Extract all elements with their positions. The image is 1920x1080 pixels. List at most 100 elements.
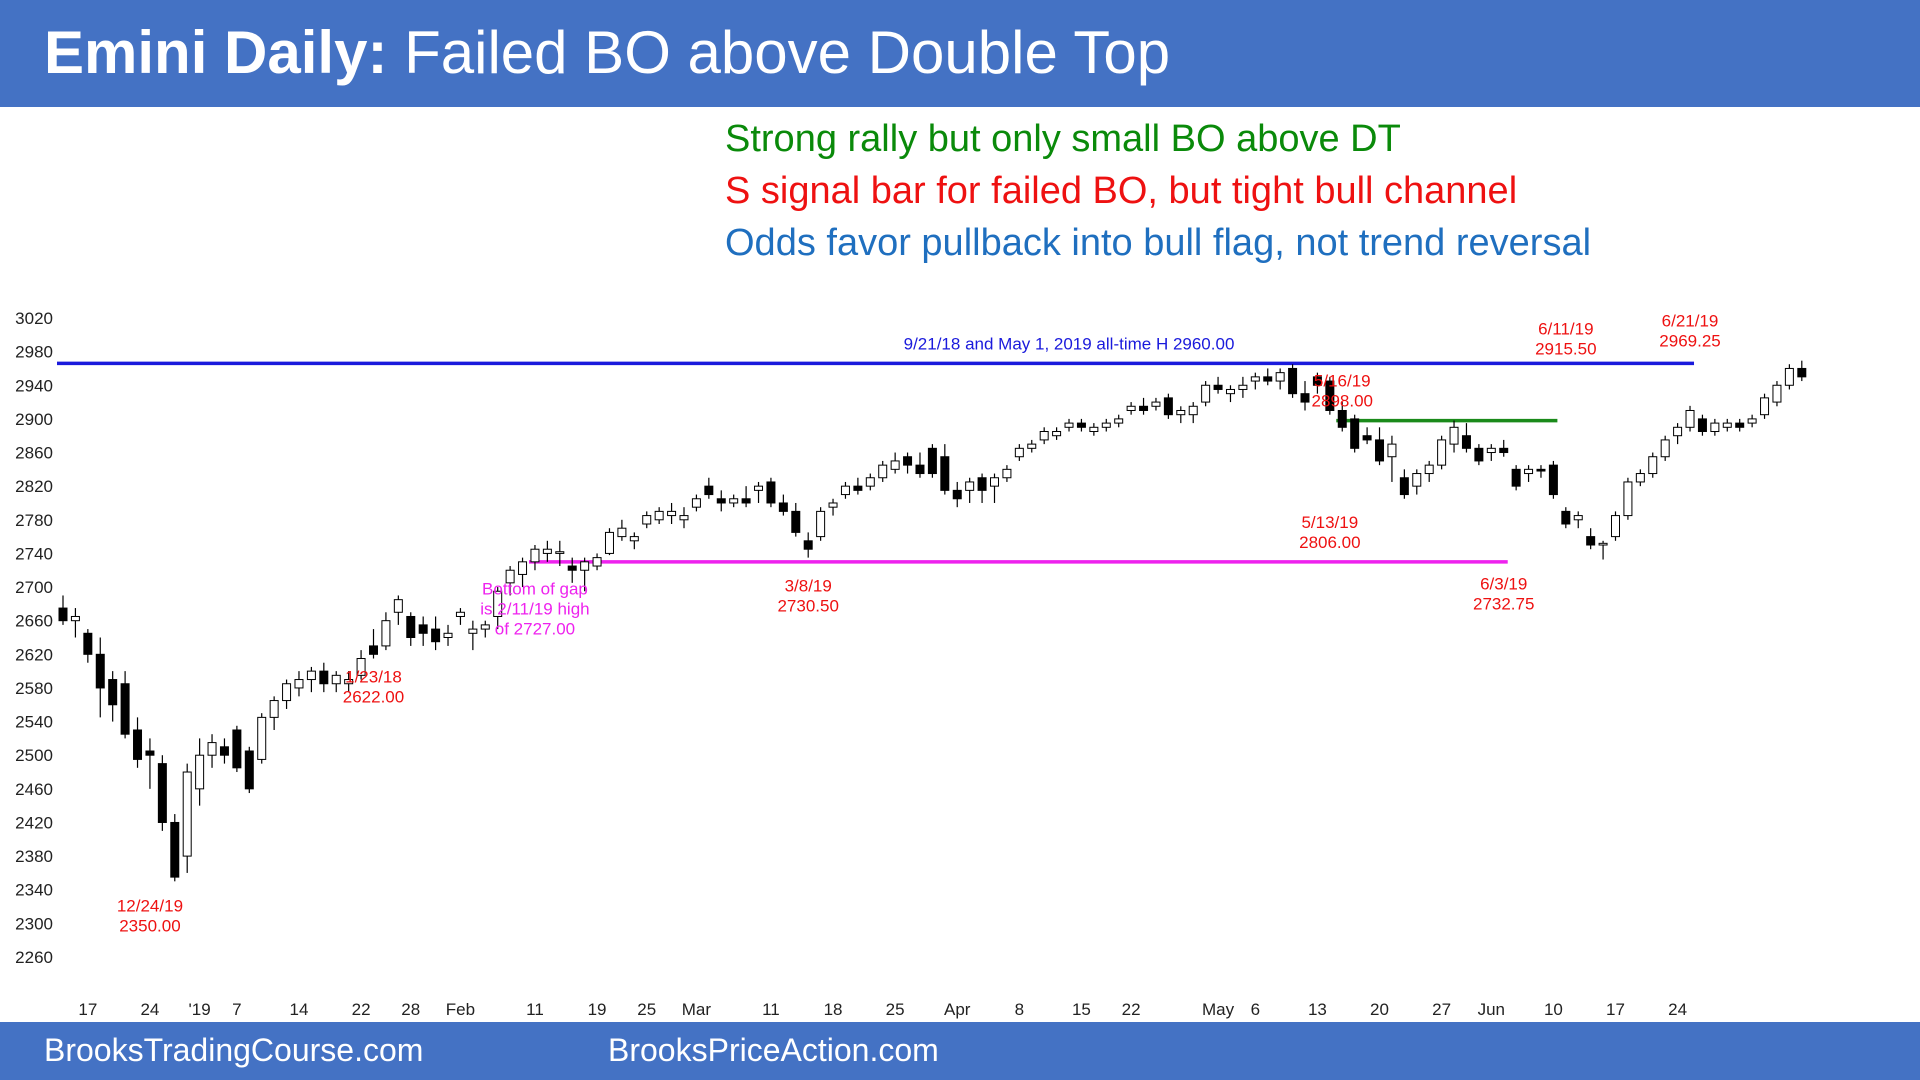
candle-body (1623, 481, 1633, 517)
x-tick-label: Apr (944, 1000, 971, 1019)
x-tick-label: 18 (824, 1000, 843, 1019)
candle-body (195, 754, 205, 790)
note-line-2: S signal bar for failed BO, but tight bu… (725, 170, 1518, 212)
candle-body (704, 485, 714, 496)
candle-body (1449, 426, 1459, 445)
candle-body (493, 590, 503, 617)
candle-body (1064, 422, 1074, 428)
candle-body (1561, 510, 1571, 525)
candle-body (1387, 443, 1397, 458)
candle-body (1747, 418, 1757, 424)
candle-body (133, 729, 143, 760)
candle-body (1089, 426, 1099, 433)
candle-body (369, 645, 378, 655)
candle-body (1797, 367, 1807, 378)
price-annotation: 2806.00 (1299, 533, 1360, 552)
candle-body (319, 670, 329, 685)
candle-body (729, 498, 739, 504)
candle-body (778, 502, 788, 512)
candle-body (1312, 376, 1322, 386)
x-tick-label: 25 (886, 1000, 905, 1019)
candle-body (890, 460, 900, 470)
candle-body (853, 485, 863, 491)
candle-body (1176, 409, 1186, 416)
candle-body (1536, 468, 1546, 472)
candle-body (1772, 384, 1782, 403)
candle-body (1586, 536, 1596, 546)
candle-body (754, 485, 764, 491)
candle-body (1275, 372, 1285, 382)
price-annotation: 2622.00 (343, 688, 404, 707)
x-tick-label: 27 (1432, 1000, 1451, 1019)
candle-body (219, 746, 229, 756)
y-tick-label: 2620 (15, 645, 53, 664)
x-tick-label: 11 (762, 1000, 780, 1019)
x-tick-label: 28 (401, 1000, 420, 1019)
y-tick-label: 2860 (15, 444, 53, 463)
candle-body (393, 599, 403, 613)
candle-body (406, 615, 416, 638)
x-tick-label: 24 (140, 1000, 159, 1019)
candle-body (282, 683, 292, 702)
candle-body (207, 742, 217, 756)
candle-body (1399, 477, 1409, 496)
candle-body (691, 498, 701, 508)
x-tick-label: 14 (290, 1000, 309, 1019)
y-tick-label: 2260 (15, 948, 53, 967)
price-annotation: 2730.50 (777, 596, 838, 615)
candle-body (1039, 431, 1049, 441)
candle-body (431, 628, 441, 643)
candle-body (1735, 422, 1745, 428)
candle-body (269, 700, 279, 718)
candle-body (1288, 367, 1298, 395)
x-tick-label: 10 (1544, 1000, 1563, 1019)
footer-link-trading-course[interactable]: BrooksTradingCourse.com (44, 1032, 424, 1068)
candle-body (1337, 409, 1347, 428)
candle-body (232, 729, 242, 769)
candle-body (468, 628, 478, 634)
candle-body (716, 498, 726, 504)
candle-body (356, 658, 366, 676)
candle-body (903, 456, 913, 466)
candle-body (567, 565, 577, 571)
note-line-3: Odds favor pullback into bull flag, not … (725, 222, 1592, 264)
x-tick-label: Feb (446, 1000, 475, 1019)
candle-body (1362, 435, 1372, 441)
price-annotation: 2969.25 (1659, 332, 1720, 351)
candle-body (1722, 422, 1732, 428)
candle-body (940, 456, 950, 491)
price-annotation: 2350.00 (119, 916, 180, 935)
candle-body (1225, 388, 1235, 395)
candle-body (1511, 468, 1521, 487)
candle-body (1648, 456, 1658, 475)
x-tick-label: 8 (1015, 1000, 1024, 1019)
candle-body (977, 477, 987, 491)
y-tick-label: 2740 (15, 544, 53, 563)
price-annotation: 2915.50 (1535, 339, 1596, 358)
candle-body (654, 510, 664, 521)
candle-body (1002, 468, 1012, 479)
candle-body (306, 670, 316, 681)
candle-body (1573, 515, 1583, 521)
candle-body (667, 510, 677, 517)
candle-body (965, 481, 975, 491)
footer-link-price-action[interactable]: BrooksPriceAction.com (608, 1032, 939, 1068)
x-tick-label: 22 (1122, 1000, 1141, 1019)
candlestick-chart: 3020298029402900286028202780274027002660… (15, 309, 1807, 1019)
x-tick-label: 17 (78, 1000, 97, 1019)
candle-body (1201, 384, 1211, 403)
y-tick-label: 2460 (15, 780, 53, 799)
candle-body (952, 489, 962, 500)
y-tick-label: 2700 (15, 578, 53, 597)
price-annotation: 2732.75 (1473, 595, 1534, 614)
note-line-1: Strong rally but only small BO above DT (725, 118, 1401, 160)
price-annotation: of 2727.00 (495, 619, 575, 638)
candle-body (1412, 473, 1422, 487)
candle-body (58, 607, 68, 622)
price-annotation: 12/24/19 (117, 896, 183, 915)
candle-body (518, 561, 528, 575)
candle-body (182, 771, 192, 857)
candle-body (170, 821, 180, 878)
x-tick-label: 24 (1668, 1000, 1687, 1019)
candle-body (480, 624, 490, 630)
